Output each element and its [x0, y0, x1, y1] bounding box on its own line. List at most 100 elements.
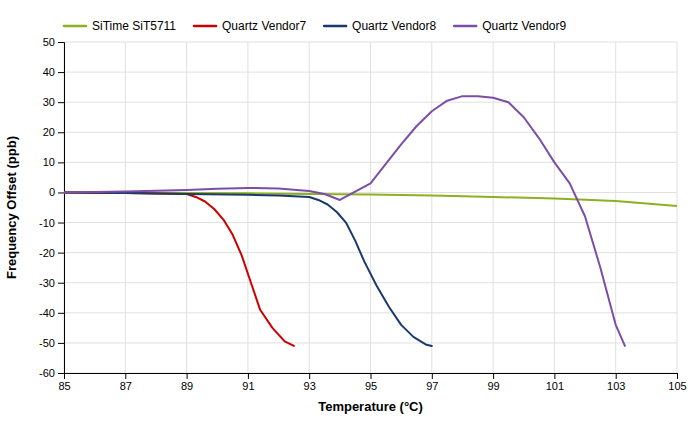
x-axis-tick-mark — [125, 373, 126, 379]
legend: SiTime SiT5711 Quartz Vendor7 Quartz Vendo… — [64, 19, 567, 33]
legend-swatch — [454, 25, 476, 28]
y-axis-tick-mark — [58, 223, 64, 224]
x-axis-tick-mark — [187, 373, 188, 379]
x-axis-tick-label: 95 — [365, 380, 377, 392]
y-axis-tick: 50 — [43, 36, 64, 48]
series-line — [64, 96, 625, 346]
x-axis-tick-mark — [309, 373, 310, 379]
x-axis-tick-label: 101 — [546, 380, 564, 392]
grid-line-y — [64, 162, 677, 163]
x-axis-tick-label: 91 — [242, 380, 254, 392]
x-axis-tick-mark — [677, 373, 678, 379]
y-axis-tick: 40 — [43, 66, 64, 78]
x-axis-tick-mark — [248, 373, 249, 379]
legend-label: Quartz Vendor9 — [482, 19, 566, 33]
grid-line-x — [309, 42, 310, 373]
legend-swatch — [194, 25, 216, 28]
y-axis-tick-label: 30 — [43, 96, 55, 108]
legend-label: Quartz Vendor8 — [352, 19, 436, 33]
grid-line-y — [64, 222, 677, 223]
legend-swatch — [324, 25, 346, 28]
series-line — [64, 192, 432, 345]
x-axis-tick: 87 — [120, 373, 132, 392]
grid-line-x — [554, 42, 555, 373]
x-axis-tick-label: 97 — [426, 380, 438, 392]
grid-line-y — [64, 342, 677, 343]
legend-swatch — [64, 25, 86, 28]
y-axis-tick-mark — [58, 102, 64, 103]
x-axis-tick-label: 93 — [304, 380, 316, 392]
y-axis-tick: -10 — [39, 217, 64, 229]
legend-item: Quartz Vendor7 — [194, 19, 306, 33]
y-axis-tick-mark — [58, 42, 64, 43]
y-axis-tick-label: 20 — [43, 126, 55, 138]
plot: 85 87 89 91 93 95 97 99 101 103 105 -60 -50 -40 -30 -20… — [39, 36, 687, 392]
x-axis-tick-mark — [371, 373, 372, 379]
y-axis-tick-mark — [58, 343, 64, 344]
legend-item: Quartz Vendor9 — [454, 19, 566, 33]
y-axis-tick-mark — [58, 373, 64, 374]
x-axis-tick-label: 85 — [58, 380, 70, 392]
y-axis-tick: 30 — [43, 96, 64, 108]
grid-line-x — [125, 42, 126, 373]
x-axis-tick-label: 105 — [668, 380, 686, 392]
y-axis-tick-label: -60 — [39, 367, 55, 379]
y-axis-tick-label: -50 — [39, 337, 55, 349]
y-axis-tick-mark — [58, 162, 64, 163]
x-axis-tick: 105 — [668, 373, 686, 392]
x-axis-tick-label: 103 — [607, 380, 625, 392]
x-axis-tick: 85 — [58, 373, 70, 392]
grid-line-x — [247, 42, 248, 373]
grid-line-y — [64, 282, 677, 283]
y-axis-tick: 20 — [43, 126, 64, 138]
y-axis-tick-mark — [58, 253, 64, 254]
y-axis-title: Frequency Offset (ppb) — [4, 136, 19, 279]
legend-item: Quartz Vendor8 — [324, 19, 436, 33]
grid-line-y — [64, 102, 677, 103]
grid-line-y — [64, 132, 677, 133]
grid-line-y — [64, 72, 677, 73]
x-axis-tick-mark — [554, 373, 555, 379]
y-axis-tick-label: -40 — [39, 307, 55, 319]
series-group — [64, 96, 677, 346]
x-axis: 85 87 89 91 93 95 97 99 101 103 105 — [58, 373, 686, 392]
grid-line-x — [493, 42, 494, 373]
y-axis: -60 -50 -40 -30 -20 -10 0 10 20 30 40 50 — [39, 36, 64, 379]
y-axis-line — [58, 43, 65, 374]
grid-line-x — [677, 42, 678, 373]
y-axis-tick-label: 10 — [43, 156, 55, 168]
grid-line-x — [431, 42, 432, 373]
x-axis-tick: 99 — [487, 373, 499, 392]
y-axis-tick-label: 0 — [49, 186, 55, 198]
y-axis-tick: 0 — [49, 186, 64, 198]
y-axis-tick: -30 — [39, 277, 64, 289]
x-axis-title: Temperature (°C) — [318, 399, 423, 414]
x-axis-tick: 91 — [242, 373, 254, 392]
x-axis-tick: 95 — [365, 373, 377, 392]
x-axis-line — [65, 374, 678, 380]
y-axis-tick: -20 — [39, 247, 64, 259]
y-axis-tick: -50 — [39, 337, 64, 349]
y-axis-tick-label: 40 — [43, 66, 55, 78]
x-axis-tick: 97 — [426, 373, 438, 392]
x-axis-tick-mark — [616, 373, 617, 379]
y-axis-tick-label: 50 — [43, 36, 55, 48]
grid-line-y — [64, 42, 677, 43]
y-axis-tick-label: -10 — [39, 217, 55, 229]
y-axis-tick-label: -20 — [39, 247, 55, 259]
x-axis-tick: 93 — [304, 373, 316, 392]
y-axis-tick: -40 — [39, 307, 64, 319]
y-axis-tick-mark — [58, 192, 64, 193]
y-axis-tick-mark — [58, 313, 64, 314]
grid-line-x — [370, 42, 371, 373]
legend-label: SiTime SiT5711 — [92, 19, 176, 33]
y-axis-tick-mark — [58, 72, 64, 73]
y-axis-tick-mark — [58, 132, 64, 133]
x-axis-tick: 101 — [546, 373, 564, 392]
x-axis-tick: 103 — [607, 373, 625, 392]
y-axis-tick-label: -30 — [39, 277, 55, 289]
x-axis-tick: 89 — [181, 373, 193, 392]
grid-line-y — [64, 312, 677, 313]
grid-line-y — [64, 252, 677, 253]
x-axis-tick-mark — [432, 373, 433, 379]
